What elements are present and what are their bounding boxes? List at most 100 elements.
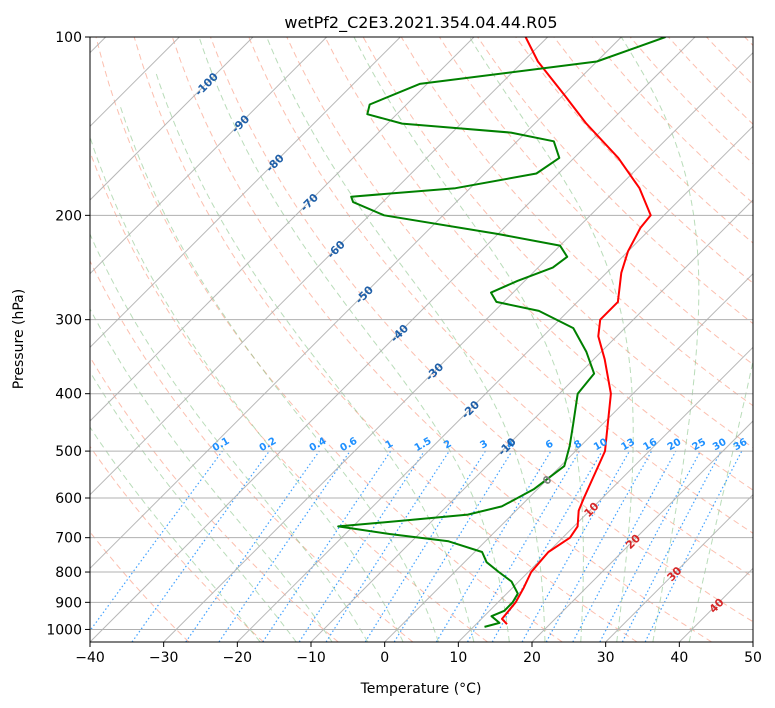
dry-adiabat [553,37,753,244]
isotherm-line [384,272,753,642]
x-tick-label: −30 [149,650,179,666]
moist-adiabat [469,37,634,642]
dry-adiabat [90,445,264,642]
mixing-ratio-label: 4 [505,438,517,451]
moist-adiabat [119,104,439,642]
isotherm-label: -40 [388,322,411,345]
dry-adiabat [90,356,339,642]
mixing-ratio-label: 3 [478,438,490,451]
isotherm-label: -90 [229,112,252,135]
x-axis-label: Temperature (°C) [360,681,482,697]
mixing-ratio-line [90,450,223,632]
isotherm-line [90,37,401,349]
y-tick-label: 700 [55,531,82,547]
x-tick-label: 10 [449,650,467,666]
mixing-ratio-line [185,450,320,642]
isotherm-line [752,641,753,642]
dry-adiabat [706,37,753,86]
x-tick-label: 50 [744,650,762,666]
moist-adiabat [90,308,333,642]
isotherm-line [90,37,254,201]
sounding-profiles [337,37,666,628]
x-tick-label: 0 [380,650,389,666]
dry-adiabat [286,37,753,534]
mixing-ratio-line [298,450,425,642]
mixing-ratio-line [262,450,392,642]
isotherm-line [90,37,475,422]
y-tick-label: 200 [55,208,82,224]
mixing-ratio-line [545,450,653,642]
mixing-ratio-line [435,450,552,642]
moist-adiabat [90,232,369,642]
background-lines [90,37,753,642]
y-tick-label: 800 [55,565,82,581]
y-tick-label: 600 [55,491,82,507]
x-tick-label: −10 [296,650,326,666]
isotherm-label: 20 [623,532,643,552]
line-labels: 0.1 0.2 0.4 0.6 1 1.5 2 3 4 6 8 10 13 16 20 25 30 36-100-… [192,70,749,616]
y-tick-label: 100 [55,30,82,46]
isotherm-line [531,420,753,642]
moist-adiabat [266,37,546,642]
mixing-ratio-label: 2 [442,438,454,451]
moist-adiabat [688,358,753,642]
y-tick-label: 500 [55,444,82,460]
mixing-ratio-line [599,450,702,642]
isotherm-line [90,37,696,642]
moist-adiabat [198,37,510,642]
dry-adiabat [744,37,753,47]
isotherm-label: 30 [665,564,685,584]
dewpoint-profile-line [337,37,666,628]
x-tick-label: −20 [223,650,253,666]
y-tick-label: 300 [55,313,82,329]
dry-adiabat [133,37,638,642]
y-tick-label: 900 [55,595,82,611]
mixing-ratio-line [131,450,270,642]
dry-adiabat [95,37,563,642]
dry-adiabat [171,37,712,642]
moist-adiabat [155,72,475,642]
x-tick-label: −40 [75,650,105,666]
isotherm-label: -10 [496,435,519,458]
moist-adiabat [353,37,584,642]
x-tick-label: 40 [670,650,688,666]
isotherm-line [457,346,753,642]
isotherm-label: -70 [298,191,321,214]
moist-adiabat [90,135,404,642]
y-axis-label: Pressure (hPa) [11,289,27,389]
mixing-ratio-label: 8 [572,438,584,451]
mixing-ratio-label: 1 [384,438,396,451]
isotherm-line [678,567,753,642]
dry-adiabat [515,37,753,284]
y-tick-label: 400 [55,387,82,403]
isotherm-label: -100 [192,70,221,99]
axes: −40 −30 −20 −10 0 10 20 30 40 50 100 200 300 400 500 60… [46,30,762,666]
mixing-ratio-line [218,450,351,642]
isotherm-line [90,37,328,275]
mixing-ratio-label: 6 [544,438,556,451]
dry-adiabat [90,259,414,642]
isotherm-line [90,37,549,496]
dry-adiabat [248,37,753,578]
isotherm-line [236,125,753,642]
x-tick-label: 30 [597,650,615,666]
isotherm-label: -30 [423,360,446,383]
isotherm-line [605,493,753,642]
dry-adiabat [324,37,753,491]
isotherm-label: -80 [264,151,287,174]
dry-adiabat [90,150,488,642]
mixing-ratio-line [572,450,677,642]
y-tick-label: 1000 [46,622,82,638]
temperature-profile-line [501,37,652,625]
plot-frame [89,36,754,643]
dry-adiabat [668,37,753,125]
mixing-ratio-line [325,450,450,642]
isotherm-line [310,199,753,642]
dry-adiabat [210,37,753,623]
dry-adiabat [591,37,753,204]
isotherm-label: -60 [325,238,348,261]
mixing-ratio-line [644,450,743,642]
mixing-ratio-line [393,450,513,642]
